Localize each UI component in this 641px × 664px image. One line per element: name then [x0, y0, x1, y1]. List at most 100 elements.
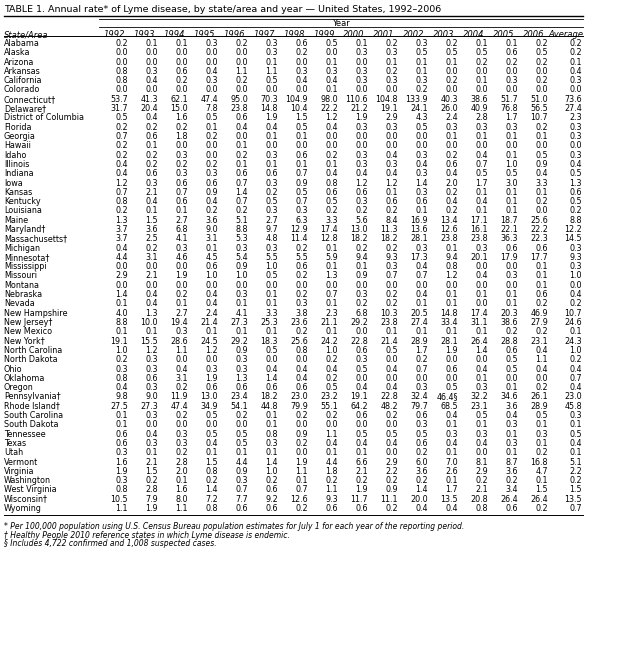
- Text: 32.2: 32.2: [470, 392, 488, 402]
- Text: 1998: 1998: [283, 30, 304, 39]
- Text: 0.3: 0.3: [535, 430, 548, 439]
- Text: 1.9: 1.9: [296, 457, 308, 467]
- Text: 0.6: 0.6: [115, 439, 128, 448]
- Text: 0.1: 0.1: [445, 448, 458, 457]
- Text: 11.1: 11.1: [381, 495, 398, 504]
- Text: 104.9: 104.9: [285, 95, 308, 104]
- Text: District of Columbia: District of Columbia: [4, 114, 84, 122]
- Text: 0.6: 0.6: [326, 188, 338, 197]
- Text: 0.2: 0.2: [476, 476, 488, 485]
- Text: 0.5: 0.5: [296, 123, 308, 131]
- Text: 13.6: 13.6: [410, 225, 428, 234]
- Text: Kansas: Kansas: [4, 188, 32, 197]
- Text: 2000: 2000: [343, 30, 365, 39]
- Text: 0.1: 0.1: [265, 58, 278, 66]
- Text: 0.1: 0.1: [265, 132, 278, 141]
- Text: 4.8: 4.8: [265, 234, 278, 243]
- Text: 0.0: 0.0: [235, 48, 248, 57]
- Text: Vermont: Vermont: [4, 457, 38, 467]
- Text: 0.3: 0.3: [176, 430, 188, 439]
- Text: 1.4: 1.4: [415, 179, 428, 187]
- Text: 0.9: 0.9: [235, 346, 248, 355]
- Text: 73.6: 73.6: [564, 95, 582, 104]
- Text: 0.2: 0.2: [569, 207, 582, 215]
- Text: 0.3: 0.3: [385, 123, 398, 131]
- Text: 10.7: 10.7: [564, 309, 582, 317]
- Text: 0.2: 0.2: [205, 207, 218, 215]
- Text: 0.8: 0.8: [265, 430, 278, 439]
- Text: 64.2: 64.2: [351, 402, 368, 411]
- Text: Montana: Montana: [4, 281, 39, 290]
- Text: 4.4: 4.4: [235, 457, 248, 467]
- Text: 1.5: 1.5: [535, 485, 548, 495]
- Text: 1.2: 1.2: [146, 346, 158, 355]
- Text: 0.4: 0.4: [385, 383, 398, 392]
- Text: 5.6: 5.6: [355, 216, 368, 224]
- Text: 0.6: 0.6: [176, 179, 188, 187]
- Text: 3.6: 3.6: [415, 467, 428, 476]
- Text: 0.2: 0.2: [355, 299, 368, 308]
- Text: 0.0: 0.0: [296, 86, 308, 94]
- Text: 18.7: 18.7: [501, 216, 518, 224]
- Text: California: California: [4, 76, 42, 85]
- Text: 0.7: 0.7: [415, 272, 428, 280]
- Text: 1992: 1992: [103, 30, 125, 39]
- Text: 0.1: 0.1: [445, 299, 458, 308]
- Text: 0.1: 0.1: [146, 39, 158, 48]
- Text: 0.3: 0.3: [235, 365, 248, 373]
- Text: 0.3: 0.3: [385, 262, 398, 271]
- Text: 0.4: 0.4: [476, 272, 488, 280]
- Text: 2.2: 2.2: [569, 467, 582, 476]
- Text: 0.4: 0.4: [445, 169, 458, 178]
- Text: 4.5: 4.5: [205, 253, 218, 262]
- Text: 0.0: 0.0: [115, 48, 128, 57]
- Text: 0.1: 0.1: [476, 132, 488, 141]
- Text: 0.3: 0.3: [265, 439, 278, 448]
- Text: 0.1: 0.1: [476, 76, 488, 85]
- Text: 0.5: 0.5: [569, 169, 582, 178]
- Text: 0.2: 0.2: [569, 355, 582, 364]
- Text: 0.1: 0.1: [535, 132, 548, 141]
- Text: Illinois: Illinois: [4, 160, 29, 169]
- Text: 3.6: 3.6: [506, 402, 518, 411]
- Text: 0.0: 0.0: [176, 141, 188, 150]
- Text: 0.0: 0.0: [176, 262, 188, 271]
- Text: 9.8: 9.8: [115, 392, 128, 402]
- Text: 0.5: 0.5: [535, 48, 548, 57]
- Text: 0.9: 0.9: [535, 160, 548, 169]
- Text: 2.9: 2.9: [385, 457, 398, 467]
- Text: 0.3: 0.3: [265, 39, 278, 48]
- Text: 27.4: 27.4: [564, 104, 582, 113]
- Text: 1.0: 1.0: [115, 346, 128, 355]
- Text: 11.7: 11.7: [351, 495, 368, 504]
- Text: 0.0: 0.0: [356, 327, 368, 336]
- Text: 0.4: 0.4: [445, 197, 458, 206]
- Text: 8.0: 8.0: [176, 495, 188, 504]
- Text: 0.3: 0.3: [356, 160, 368, 169]
- Text: 0.0: 0.0: [506, 281, 518, 290]
- Text: 2004: 2004: [463, 30, 485, 39]
- Text: 0.3: 0.3: [569, 76, 582, 85]
- Text: 0.2: 0.2: [205, 132, 218, 141]
- Text: 48.2: 48.2: [380, 402, 398, 411]
- Text: Oregon: Oregon: [4, 383, 34, 392]
- Text: 0.0: 0.0: [206, 86, 218, 94]
- Text: 0.0: 0.0: [476, 448, 488, 457]
- Text: 0.2: 0.2: [385, 290, 398, 299]
- Text: 0.0: 0.0: [535, 67, 548, 76]
- Text: 0.2: 0.2: [569, 48, 582, 57]
- Text: 0.1: 0.1: [445, 58, 458, 66]
- Text: 0.1: 0.1: [415, 58, 428, 66]
- Text: 1.4: 1.4: [115, 290, 128, 299]
- Text: 0.7: 0.7: [385, 272, 398, 280]
- Text: 0.1: 0.1: [506, 448, 518, 457]
- Text: 0.2: 0.2: [205, 476, 218, 485]
- Text: 1.7: 1.7: [445, 485, 458, 495]
- Text: 0.2: 0.2: [235, 207, 248, 215]
- Text: Iowa: Iowa: [4, 179, 22, 187]
- Text: 15.5: 15.5: [140, 337, 158, 345]
- Text: 0.4: 0.4: [415, 290, 428, 299]
- Text: 0.3: 0.3: [415, 76, 428, 85]
- Text: 0.0: 0.0: [326, 141, 338, 150]
- Text: 0.0: 0.0: [206, 141, 218, 150]
